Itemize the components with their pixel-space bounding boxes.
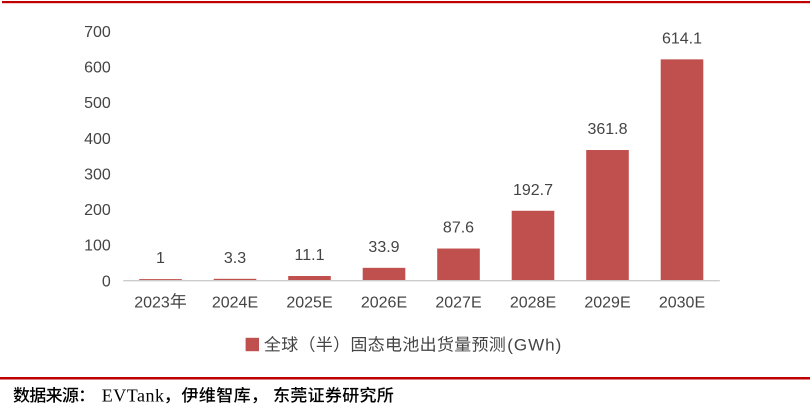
svg-text:33.9: 33.9 <box>368 239 399 256</box>
svg-text:2029E: 2029E <box>584 294 630 311</box>
svg-text:614.1: 614.1 <box>662 30 702 47</box>
svg-text:200: 200 <box>84 202 111 219</box>
svg-text:3.3: 3.3 <box>224 250 246 267</box>
svg-text:192.7: 192.7 <box>513 182 553 199</box>
svg-text:1: 1 <box>156 250 165 267</box>
svg-text:2028E: 2028E <box>510 294 556 311</box>
svg-text:700: 700 <box>84 24 111 41</box>
svg-text:2025E: 2025E <box>286 294 332 311</box>
svg-text:400: 400 <box>84 131 111 148</box>
svg-text:0: 0 <box>102 273 111 290</box>
svg-text:300: 300 <box>84 166 111 183</box>
svg-text:2030E: 2030E <box>659 294 705 311</box>
svg-text:2026E: 2026E <box>361 294 407 311</box>
svg-text:500: 500 <box>84 95 111 112</box>
svg-text:87.6: 87.6 <box>443 220 474 237</box>
svg-text:2023: 2023 <box>134 294 170 311</box>
svg-text:EVTank: EVTank <box>102 385 165 405</box>
svg-text:100: 100 <box>84 238 111 255</box>
svg-text:2027E: 2027E <box>435 294 481 311</box>
svg-text:2024E: 2024E <box>212 294 258 311</box>
svg-text:(GWh): (GWh) <box>507 336 562 355</box>
svg-text:600: 600 <box>84 60 111 77</box>
svg-text:361.8: 361.8 <box>587 121 627 138</box>
svg-text:11.1: 11.1 <box>295 247 325 264</box>
